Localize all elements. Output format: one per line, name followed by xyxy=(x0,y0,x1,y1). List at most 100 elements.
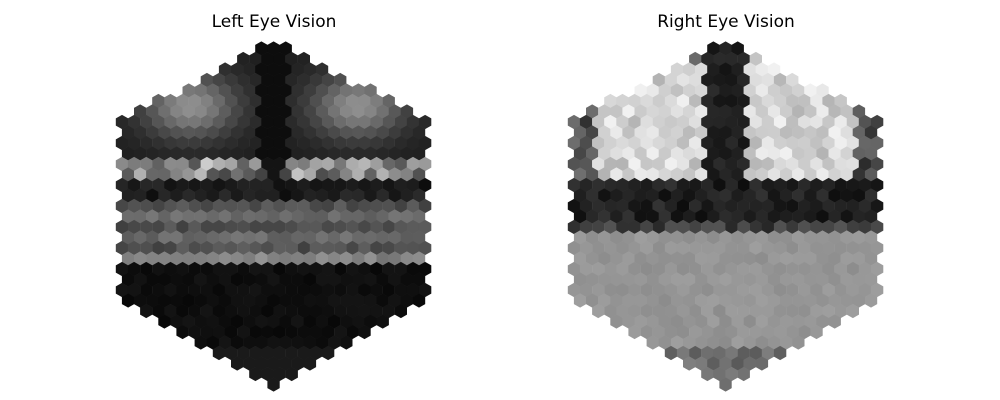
hex-cell xyxy=(804,293,817,308)
hex-cell xyxy=(315,167,329,182)
hex-cell xyxy=(731,188,744,203)
hex-cell xyxy=(701,114,714,130)
hex-cell xyxy=(683,251,696,266)
hex-cell xyxy=(792,293,805,308)
hex-cell xyxy=(297,135,310,151)
hex-cell xyxy=(640,135,653,151)
hex-cell xyxy=(261,177,274,193)
hex-cell xyxy=(834,261,847,277)
hex-cell xyxy=(658,104,672,119)
hex-cell xyxy=(218,125,232,140)
hex-cell xyxy=(370,282,383,298)
hex-cell xyxy=(194,83,207,98)
hex-cell xyxy=(291,125,304,140)
hex-cell xyxy=(158,125,171,140)
hex-cell xyxy=(652,219,666,235)
hex-cell xyxy=(224,177,238,193)
hex-cell xyxy=(701,366,714,382)
hex-cell xyxy=(291,188,304,203)
hex-cell xyxy=(218,146,232,161)
hex-cell xyxy=(364,314,377,329)
hex-cell xyxy=(121,251,135,266)
hex-cell xyxy=(567,282,581,298)
hex-cell xyxy=(255,41,268,56)
hex-cell xyxy=(870,240,884,256)
hex-cell xyxy=(297,324,310,340)
hex-cell xyxy=(658,335,672,350)
hex-cell xyxy=(804,146,817,161)
hex-cell xyxy=(170,146,183,161)
hex-cell xyxy=(664,114,678,130)
hex-cell xyxy=(761,261,775,277)
hex-cell xyxy=(303,314,317,329)
hex-cell xyxy=(701,72,714,88)
hex-cell xyxy=(279,83,292,98)
hex-cell xyxy=(346,303,359,319)
hex-cell xyxy=(755,230,769,245)
hex-cell xyxy=(158,167,171,182)
hex-cell xyxy=(792,272,805,287)
hex-cell xyxy=(840,230,853,245)
hex-cell xyxy=(291,314,304,329)
hex-cell xyxy=(200,114,214,130)
hex-cell xyxy=(804,314,817,329)
hex-cell xyxy=(358,156,371,172)
hex-cell xyxy=(334,72,347,88)
hex-cell xyxy=(792,146,805,161)
hex-cell xyxy=(212,93,226,109)
hex-cell xyxy=(604,240,617,256)
hex-cell xyxy=(328,104,341,119)
hex-cell xyxy=(640,240,653,256)
hex-cell xyxy=(713,240,726,256)
hex-cell xyxy=(188,135,201,151)
hex-cell xyxy=(412,251,426,266)
hex-cell xyxy=(670,104,684,119)
hex-cell xyxy=(285,303,298,319)
hex-cell xyxy=(773,261,787,277)
hex-cell xyxy=(804,272,817,287)
hex-cell xyxy=(792,188,805,203)
hex-cell xyxy=(658,167,672,182)
hex-cell xyxy=(370,114,383,130)
hex-cell xyxy=(713,324,726,340)
hex-cell xyxy=(352,125,365,140)
hex-cell xyxy=(713,219,726,235)
hex-cell xyxy=(249,345,262,361)
hex-cell xyxy=(616,135,629,151)
hex-cell xyxy=(586,293,599,308)
hex-cell xyxy=(864,125,878,140)
hex-cell xyxy=(870,156,884,172)
hex-cell xyxy=(400,272,414,287)
hex-cell xyxy=(291,251,304,266)
hex-cell xyxy=(273,135,286,151)
hex-cell xyxy=(352,188,365,203)
hex-cell xyxy=(231,125,244,140)
hex-cell xyxy=(852,209,866,224)
hex-cell xyxy=(255,62,268,77)
hex-cell xyxy=(315,146,329,161)
hex-cell xyxy=(328,314,341,329)
hex-cell xyxy=(743,146,756,161)
hex-cell xyxy=(755,125,769,140)
hex-cell xyxy=(640,177,653,193)
hex-cell xyxy=(285,345,298,361)
hex-cell xyxy=(315,293,329,308)
hex-cell xyxy=(182,251,195,266)
hex-cell xyxy=(303,230,317,245)
hex-cell xyxy=(170,188,183,203)
hex-cell xyxy=(394,198,407,214)
hex-cell xyxy=(188,156,201,172)
hex-cell xyxy=(725,282,738,298)
hex-cell xyxy=(176,261,189,277)
hex-cell xyxy=(146,146,159,161)
hex-cell xyxy=(400,146,414,161)
hex-cell xyxy=(664,93,678,109)
hex-cell xyxy=(646,125,659,140)
hex-cell xyxy=(652,72,666,88)
hex-cell xyxy=(206,125,220,140)
hex-cell xyxy=(315,62,329,77)
hex-cell xyxy=(382,303,395,319)
hex-cell xyxy=(279,188,292,203)
hex-cell xyxy=(231,62,244,77)
hex-cell xyxy=(598,104,611,119)
